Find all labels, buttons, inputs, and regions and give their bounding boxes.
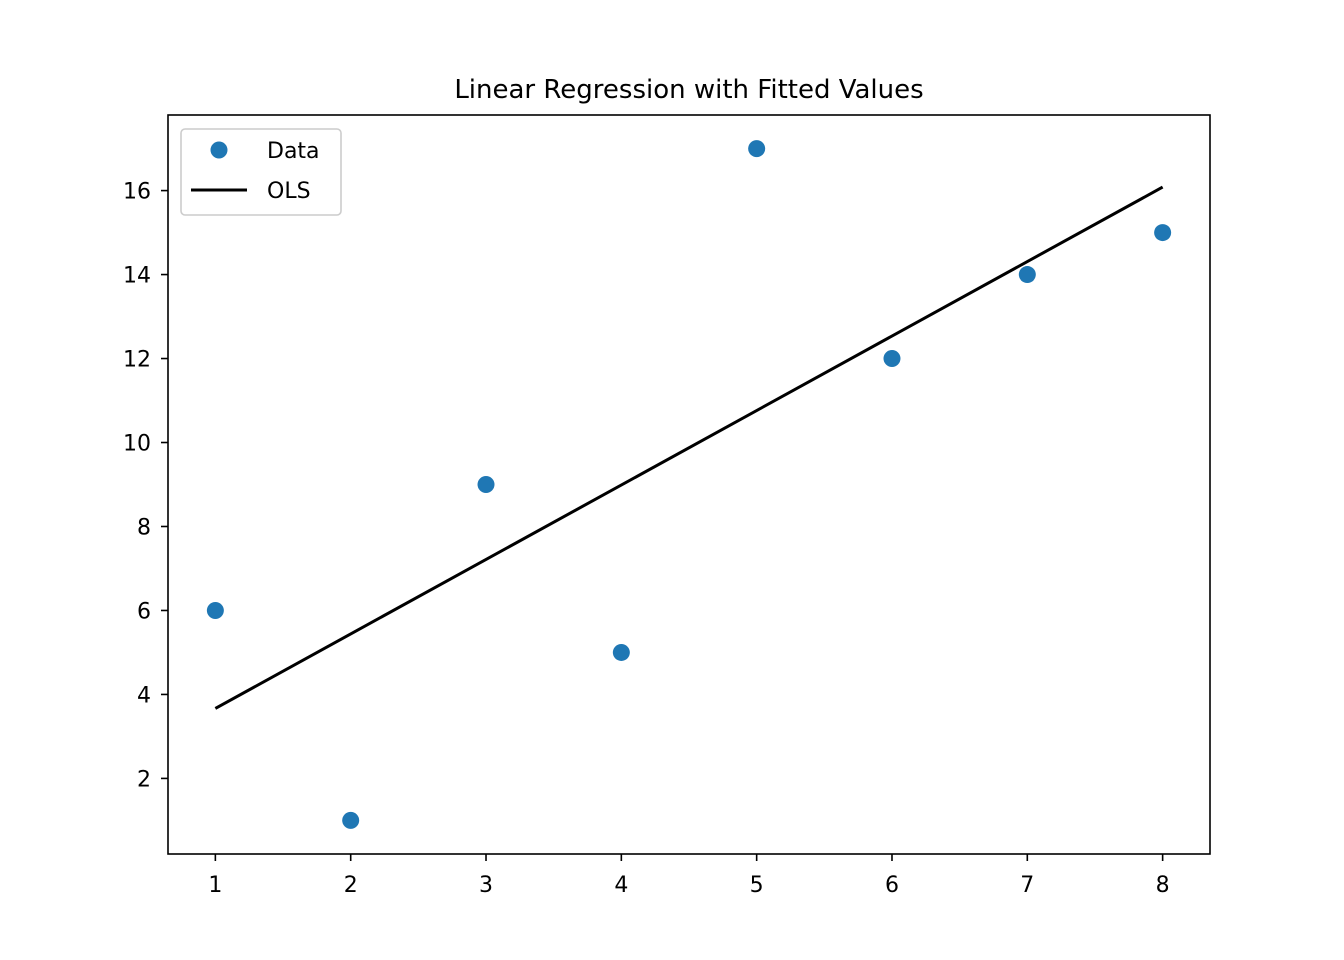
y-tick-label: 10: [123, 432, 151, 457]
x-tick-label: 1: [208, 873, 222, 898]
x-tick-label: 8: [1156, 873, 1170, 898]
legend-marker-data: [210, 141, 228, 159]
plot-area: [206, 140, 1172, 829]
x-tick-label: 2: [344, 873, 358, 898]
x-tick-label: 3: [479, 873, 493, 898]
y-tick-label: 2: [137, 767, 151, 792]
y-tick-label: 4: [137, 683, 151, 708]
y-tick-label: 8: [137, 515, 151, 540]
x-axis: 1 2 3 4 5 6 7 8: [208, 854, 1170, 898]
data-point: [206, 601, 224, 619]
data-point: [477, 476, 495, 493]
data-point: [883, 350, 901, 368]
chart-title: Linear Regression with Fitted Values: [454, 75, 923, 105]
y-tick-label: 16: [123, 180, 151, 205]
x-tick-label: 6: [885, 873, 899, 898]
axes-frame: [167, 114, 1211, 855]
x-tick-label: 7: [1020, 873, 1034, 898]
legend-label: OLS: [267, 179, 311, 204]
x-tick-label: 4: [614, 873, 628, 898]
data-point: [612, 643, 630, 661]
data-point: [748, 140, 766, 158]
y-axis: 2 4 6 8 10 12 14 16: [123, 180, 168, 792]
ols-fit-line: [214, 185, 1164, 710]
data-point: [1018, 266, 1036, 284]
legend-label: Data: [267, 139, 320, 164]
y-tick-label: 14: [123, 264, 151, 289]
x-tick-label: 5: [750, 873, 764, 898]
legend: Data OLS: [180, 128, 342, 216]
y-tick-label: 12: [123, 348, 151, 373]
data-point: [1154, 224, 1172, 242]
y-tick-label: 6: [137, 599, 151, 624]
data-point: [342, 811, 360, 829]
